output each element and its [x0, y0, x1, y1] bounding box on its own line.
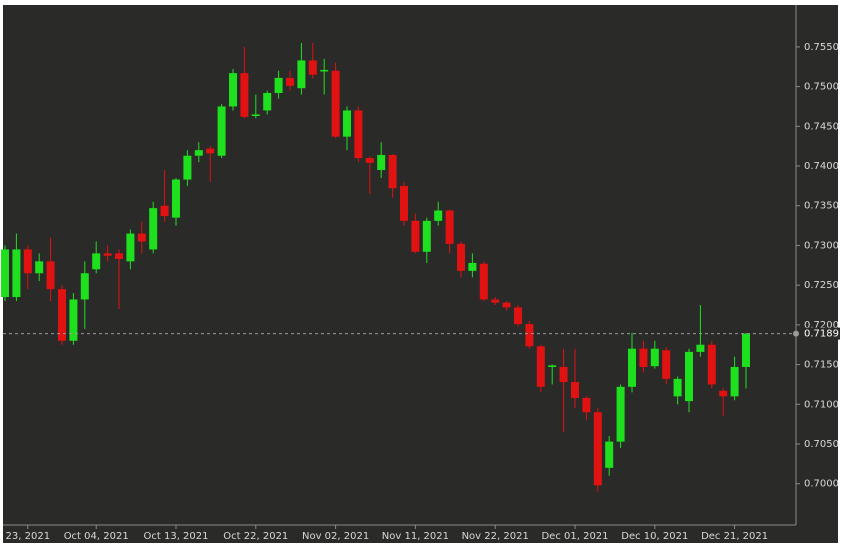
candle-body: [12, 249, 21, 298]
y-tick-label: 0.7450: [804, 121, 839, 132]
candle-body: [388, 154, 397, 189]
candle-body: [365, 158, 374, 163]
candle-body: [434, 210, 443, 221]
y-tick-label: 0.7550: [804, 42, 839, 53]
candle-body: [479, 263, 488, 300]
candle-body: [160, 205, 169, 217]
last-price-label-bg: [800, 327, 840, 340]
candle-body: [719, 390, 728, 397]
candle-body: [297, 60, 306, 89]
candle-body: [571, 382, 579, 398]
candle-body: [343, 110, 351, 137]
y-tick-label: 0.7400: [804, 161, 839, 172]
candle-body: [1, 249, 9, 298]
candle-body: [650, 348, 659, 367]
candle-body: [536, 346, 545, 387]
candle-body: [149, 208, 158, 250]
last-price-label: 0.7189: [804, 329, 839, 340]
candle-body: [137, 233, 146, 242]
candle-body: [559, 366, 568, 383]
candle-body: [206, 148, 215, 154]
candle-body: [80, 273, 89, 300]
x-tick-label: Dec 01, 2021: [541, 531, 608, 542]
candle-body: [115, 253, 123, 259]
candle-body: [23, 249, 32, 274]
candle-body: [514, 307, 522, 325]
y-tick-label: 0.7200: [804, 320, 839, 331]
y-tick-label: 0.7300: [804, 240, 839, 251]
candle-body: [707, 344, 716, 385]
candle-body: [331, 70, 340, 137]
candle-body: [400, 185, 408, 221]
x-tick-label: Oct 04, 2021: [64, 531, 129, 542]
candle-body: [251, 114, 260, 117]
candle-body: [377, 154, 386, 171]
candle-body: [468, 262, 477, 271]
candle-body: [445, 210, 454, 244]
x-tick-label: 23, 2021: [6, 531, 51, 542]
y-tick-label: 0.7050: [804, 439, 839, 450]
candle-body: [320, 69, 329, 72]
candle-body: [673, 378, 682, 397]
candle-body: [730, 366, 739, 397]
candle-body: [605, 441, 614, 468]
candle-body: [194, 150, 203, 156]
candle-body: [662, 350, 671, 379]
candle-body: [616, 386, 625, 442]
candle-body: [103, 253, 112, 256]
x-tick-label: Dec 21, 2021: [701, 531, 768, 542]
x-tick-label: Nov 11, 2021: [382, 531, 449, 542]
candle-body: [35, 261, 44, 274]
y-tick-label: 0.7250: [804, 280, 839, 291]
candle-body: [308, 60, 317, 75]
candle-body: [628, 348, 636, 387]
candle-body: [696, 344, 705, 352]
x-tick-label: Nov 22, 2021: [462, 531, 529, 542]
candle-body: [69, 299, 78, 341]
x-tick-label: Dec 10, 2021: [621, 531, 688, 542]
candle-body: [126, 233, 135, 262]
y-tick-label: 0.7150: [804, 360, 839, 371]
candle-body: [286, 77, 294, 86]
y-tick-label: 0.7000: [804, 479, 839, 490]
candle-body: [274, 77, 283, 93]
x-tick-label: Nov 02, 2021: [302, 531, 369, 542]
candle-body: [548, 365, 557, 367]
candle-body: [525, 324, 534, 347]
last-price-marker: [793, 330, 799, 337]
candle-body: [685, 351, 693, 402]
candle-body: [240, 73, 249, 117]
candle-body: [639, 348, 648, 367]
candle-body: [742, 333, 750, 367]
y-tick-label: 0.7350: [804, 201, 839, 212]
candle-body: [411, 220, 420, 252]
candle-body: [46, 261, 55, 290]
candle-body: [354, 110, 363, 159]
candle-body: [217, 106, 226, 156]
candle-body: [457, 243, 465, 271]
candle-body: [172, 179, 180, 218]
candle-body: [422, 220, 431, 252]
candle-body: [229, 73, 237, 107]
y-tick-label: 0.7100: [804, 399, 839, 410]
candle-body: [92, 253, 101, 270]
x-tick-label: Oct 22, 2021: [223, 531, 288, 542]
candle-body: [491, 299, 500, 303]
candle-body: [183, 155, 192, 180]
x-tick-label: Oct 13, 2021: [144, 531, 209, 542]
chart-background: [3, 5, 838, 543]
candle-body: [502, 302, 511, 308]
candle-body: [263, 92, 272, 111]
candle-body: [593, 412, 602, 486]
y-tick-label: 0.7500: [804, 82, 839, 93]
candle-body: [58, 289, 66, 341]
candle-body: [582, 397, 591, 413]
